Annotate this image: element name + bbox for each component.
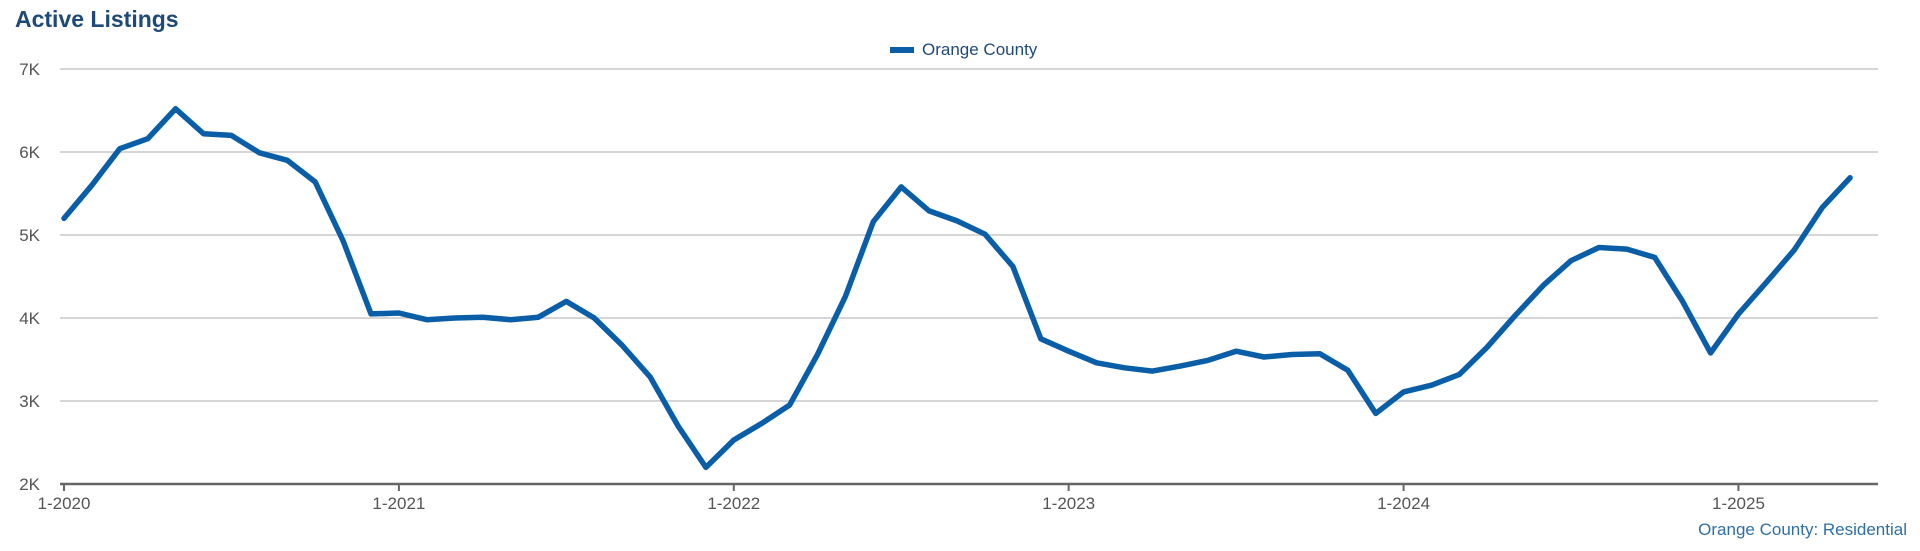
data-point bbox=[564, 299, 568, 303]
y-axis: 2K 3K 4K 5K 6K 7K bbox=[19, 60, 40, 494]
data-point bbox=[1234, 349, 1238, 353]
data-point bbox=[1681, 299, 1685, 303]
data-point bbox=[1178, 364, 1182, 368]
data-point bbox=[202, 132, 206, 136]
data-point bbox=[1262, 355, 1266, 359]
data-point bbox=[676, 424, 680, 428]
data-point bbox=[1820, 206, 1824, 210]
data-point bbox=[1123, 366, 1127, 370]
data-point bbox=[1653, 255, 1657, 259]
data-point bbox=[1625, 247, 1629, 251]
data-point bbox=[1067, 349, 1071, 353]
data-point bbox=[1597, 246, 1601, 250]
data-point bbox=[1430, 383, 1434, 387]
data-point bbox=[146, 137, 150, 141]
data-point bbox=[1039, 337, 1043, 341]
y-tick-label: 5K bbox=[19, 226, 40, 245]
data-point bbox=[341, 239, 345, 243]
x-tick-label: 1-2024 bbox=[1377, 494, 1430, 513]
data-point bbox=[1485, 345, 1489, 349]
data-point bbox=[955, 219, 959, 223]
data-point bbox=[536, 315, 540, 319]
data-point bbox=[509, 318, 513, 322]
x-tick-label: 1-2023 bbox=[1042, 494, 1095, 513]
data-point bbox=[397, 311, 401, 315]
x-tick-label: 1-2021 bbox=[372, 494, 425, 513]
data-point bbox=[1318, 352, 1322, 356]
data-point bbox=[481, 315, 485, 319]
data-point bbox=[1709, 351, 1713, 355]
data-point bbox=[760, 421, 764, 425]
data-point bbox=[620, 343, 624, 347]
data-point bbox=[1541, 284, 1545, 288]
data-point bbox=[927, 209, 931, 213]
data-point bbox=[425, 318, 429, 322]
data-point bbox=[1402, 390, 1406, 394]
data-point bbox=[369, 312, 373, 316]
data-point bbox=[118, 147, 122, 151]
data-point bbox=[1764, 280, 1768, 284]
data-point bbox=[1346, 368, 1350, 372]
data-point bbox=[983, 232, 987, 236]
data-point bbox=[1290, 353, 1294, 357]
data-point bbox=[816, 353, 820, 357]
data-point bbox=[1095, 361, 1099, 365]
y-tick-label: 2K bbox=[19, 475, 40, 494]
data-point bbox=[704, 465, 708, 469]
chart-title: Active Listings bbox=[15, 6, 179, 32]
data-point bbox=[257, 151, 261, 155]
y-tick-label: 4K bbox=[19, 309, 40, 328]
data-point bbox=[788, 403, 792, 407]
y-tick-label: 6K bbox=[19, 143, 40, 162]
data-point bbox=[313, 180, 317, 184]
data-point bbox=[592, 316, 596, 320]
data-point bbox=[62, 216, 66, 220]
data-point bbox=[285, 158, 289, 162]
x-tick-label: 1-2020 bbox=[38, 494, 91, 513]
source-label: Orange County: Residential bbox=[1698, 520, 1907, 539]
data-point bbox=[1513, 314, 1517, 318]
data-point bbox=[1848, 176, 1852, 180]
data-point bbox=[1737, 312, 1741, 316]
legend-label: Orange County bbox=[922, 40, 1038, 59]
data-point bbox=[1569, 259, 1573, 263]
data-point bbox=[871, 220, 875, 224]
series-line bbox=[61, 106, 1853, 471]
data-point bbox=[1011, 265, 1015, 269]
data-point bbox=[1206, 358, 1210, 362]
data-point bbox=[90, 183, 94, 187]
x-tick-label: 1-2022 bbox=[707, 494, 760, 513]
x-tick-label: 1-2025 bbox=[1712, 494, 1765, 513]
data-point bbox=[1457, 372, 1461, 376]
data-point bbox=[174, 107, 178, 111]
series-layer bbox=[61, 106, 1853, 471]
data-point bbox=[899, 185, 903, 189]
data-point bbox=[648, 375, 652, 379]
y-tick-label: 3K bbox=[19, 392, 40, 411]
data-point bbox=[843, 294, 847, 298]
data-point bbox=[732, 438, 736, 442]
data-point bbox=[1150, 369, 1154, 373]
y-tick-label: 7K bbox=[19, 60, 40, 79]
data-point bbox=[1374, 411, 1378, 415]
data-point bbox=[453, 316, 457, 320]
x-axis: 1-2020 1-2021 1-2022 1-2023 1-2024 1-2025 bbox=[38, 482, 1878, 513]
chart-legend: Orange County bbox=[890, 40, 1037, 60]
data-point bbox=[229, 133, 233, 137]
data-point bbox=[1792, 248, 1796, 252]
gridlines bbox=[60, 68, 1878, 402]
legend-swatch bbox=[890, 47, 914, 53]
